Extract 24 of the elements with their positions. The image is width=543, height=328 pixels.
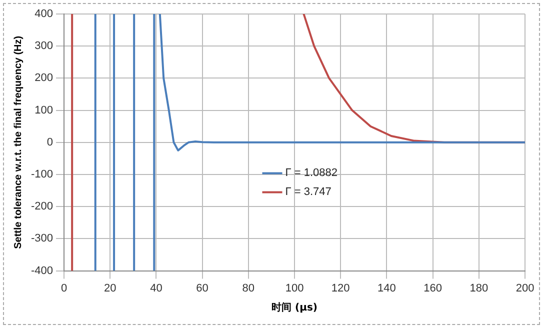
x-tick-label: 120 — [331, 282, 350, 294]
x-tick-label: 100 — [285, 282, 304, 294]
x-tick-label: 160 — [424, 282, 442, 294]
x-tick-label: 140 — [378, 282, 396, 294]
x-tick-label: 200 — [516, 282, 534, 294]
y-tick-label: -300 — [30, 232, 54, 245]
x-tick-label: 180 — [470, 282, 488, 294]
x-axis-title: 时间 (μs) — [272, 302, 318, 314]
legend-label: Γ = 3.747 — [285, 186, 332, 198]
y-tick-label: 400 — [34, 8, 54, 20]
x-tick-label: 0 — [60, 282, 68, 294]
x-tick-label: 20 — [104, 282, 116, 294]
legend-label: Γ = 1.0882 — [285, 167, 338, 180]
x-tick-label: 60 — [196, 282, 208, 294]
y-tick-label: -400 — [30, 264, 54, 277]
y-axis-title: Settle tolerance w.r.t. the final frequency (Hz) — [12, 36, 24, 249]
y-tick-label: -200 — [30, 200, 54, 213]
y-tick-label: 200 — [34, 72, 54, 84]
y-tick-label: 300 — [34, 40, 54, 52]
y-tick-label: 100 — [34, 104, 54, 116]
y-tick-label: 0 — [46, 136, 54, 148]
x-tick-label: 40 — [150, 282, 162, 294]
y-tick-label: -100 — [30, 168, 54, 181]
x-tick-label: 80 — [242, 282, 255, 294]
